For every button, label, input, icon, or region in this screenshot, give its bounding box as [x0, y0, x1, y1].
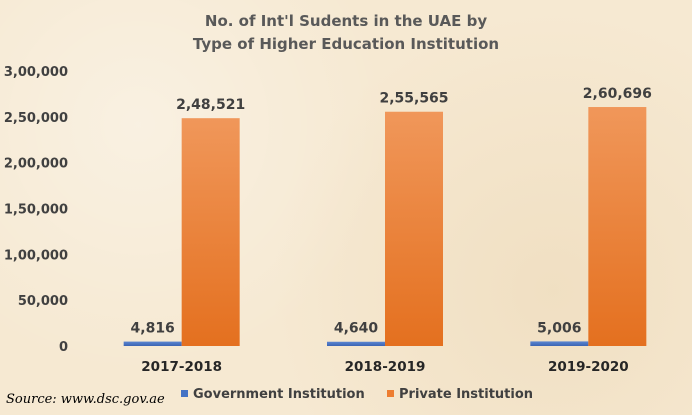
data-label-government: 5,006 [537, 320, 581, 336]
legend-label-private: Private Institution [399, 387, 533, 402]
y-tick-label: 3,00,000 [4, 65, 68, 80]
y-tick-label: 2,00,000 [4, 157, 68, 172]
bar-private [588, 107, 647, 347]
x-tick-label: 2018-2019 [345, 359, 426, 375]
legend-swatch-government [181, 390, 188, 397]
data-label-government: 4,816 [131, 321, 175, 337]
data-label-private: 2,60,696 [583, 86, 652, 102]
legend: Government Institution Private Institutio… [181, 387, 533, 402]
source-note: Source: www.dsc.gov.ae [6, 392, 165, 407]
bar-government [327, 341, 385, 346]
legend-label-government: Government Institution [193, 387, 365, 402]
data-label-government: 4,640 [334, 321, 379, 337]
y-axis: 0 50,000 1,00,000 1,50,000 2,00,000 2,50,000 3… [4, 65, 68, 355]
bar-government [530, 341, 589, 346]
chart-title-line-2: Type of Higher Education Institution [193, 35, 499, 53]
data-label-private: 2,55,565 [379, 91, 448, 107]
chart-title-line-1: No. of Int'l Sudents in the UAE by [205, 12, 487, 30]
y-tick-label: 2,50,000 [4, 111, 68, 126]
x-tick-label: 2017-2018 [141, 359, 222, 375]
x-tick-label: 2019-2020 [548, 359, 629, 375]
bar-government [123, 341, 182, 346]
y-tick-label: 0 [59, 340, 68, 355]
chart-title: No. of Int'l Sudents in the UAE by Type … [193, 12, 499, 53]
data-label-private: 2,48,521 [176, 97, 245, 113]
plot-area: 4,816 2,48,521 4,640 2,55,565 5,006 2,60,696 [123, 86, 652, 347]
y-tick-label: 1,00,000 [4, 248, 68, 263]
y-tick-label: 1,50,000 [4, 203, 68, 218]
bar-private [385, 111, 443, 346]
x-axis: 2017-2018 2018-2019 2019-2020 [141, 359, 628, 375]
legend-swatch-private [387, 390, 394, 397]
bar-private [181, 118, 240, 346]
y-tick-label: 50,000 [18, 294, 68, 309]
